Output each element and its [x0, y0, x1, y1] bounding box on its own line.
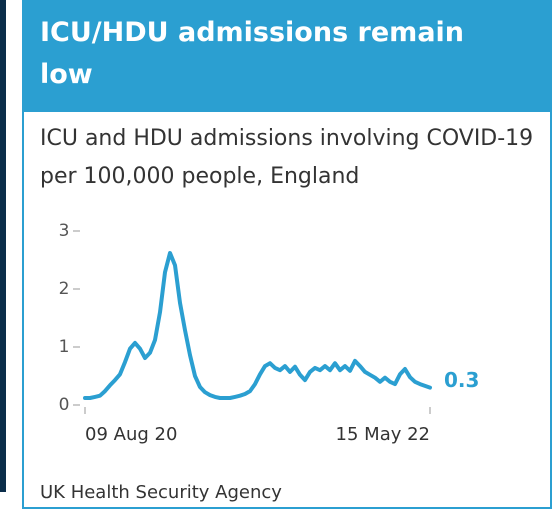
chart-title: ICU and HDU admissions involving COVID-1…	[40, 126, 534, 189]
y-tick-label: 3	[59, 221, 70, 241]
y-tick-label: 0	[59, 395, 70, 415]
x-tick-label: 15 May 22	[336, 424, 430, 445]
line	[83, 251, 432, 400]
y-tick-label: 2	[59, 279, 70, 299]
y-tick-label: 1	[59, 337, 70, 357]
side-strip	[0, 0, 6, 492]
end-label: 0.3	[444, 368, 479, 392]
card-header: ICU/HDU admissions remain low	[24, 0, 550, 112]
source: UK Health Security Agency	[40, 482, 282, 503]
x-tick-label: 09 Aug 20	[85, 424, 177, 445]
card-title: ICU/HDU admissions remain low	[40, 17, 465, 90]
card: ICU/HDU admissions remain low ICU and HD…	[22, 0, 552, 509]
